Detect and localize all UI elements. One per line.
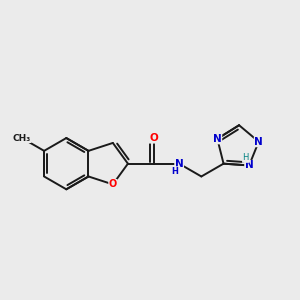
Text: N: N <box>245 160 254 170</box>
Text: CH₃: CH₃ <box>13 134 31 142</box>
Text: N: N <box>213 134 222 144</box>
Text: N: N <box>175 159 184 169</box>
Text: H: H <box>171 167 178 176</box>
Text: O: O <box>109 179 117 189</box>
Text: H: H <box>242 153 249 162</box>
Text: N: N <box>254 137 263 147</box>
Text: O: O <box>149 133 158 143</box>
